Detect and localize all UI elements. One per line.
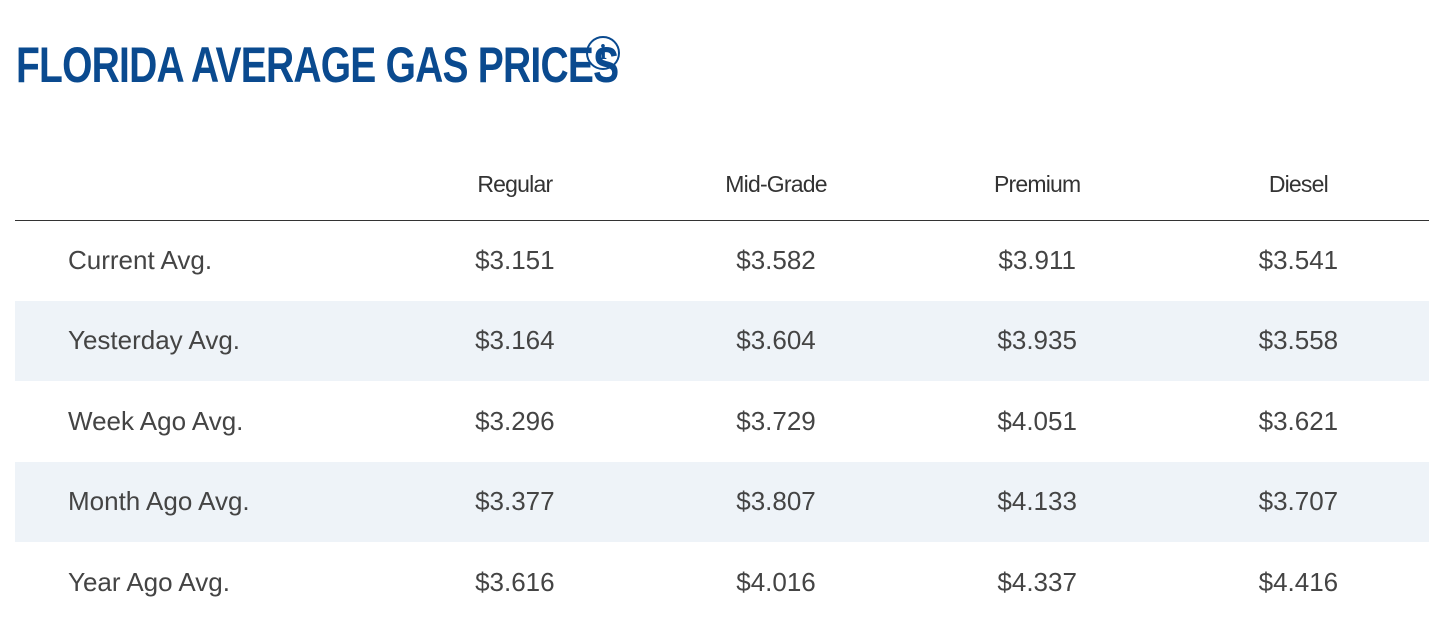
page-title: FLORIDA AVERAGE GAS PRICES xyxy=(16,37,619,93)
row-label: Month Ago Avg. xyxy=(15,461,385,542)
row-label: Year Ago Avg. xyxy=(68,566,230,597)
price-cell-diesel: $4.416 xyxy=(1258,566,1339,597)
price-cell-regular: $3.164 xyxy=(384,300,646,381)
price-cell-premium: $3.935 xyxy=(906,300,1168,381)
table-row: Yesterday Avg. $3.164 $3.604 $3.935 $3.5… xyxy=(15,300,1429,381)
header-row: Regular Mid-Grade Premium Diesel xyxy=(15,150,1429,221)
table-header: Regular Mid-Grade Premium Diesel xyxy=(15,150,1429,221)
price-cell-regular: $3.377 xyxy=(384,461,646,542)
table-body: Current Avg. $3.151 $3.582 $3.911 $3.541… xyxy=(15,220,1429,623)
price-cell-diesel: $3.558 xyxy=(1167,300,1429,381)
price-cell-regular: $3.151 xyxy=(475,245,555,275)
gas-prices-table: Regular Mid-Grade Premium Diesel Current… xyxy=(15,150,1429,623)
price-cell-mid-grade: $3.604 xyxy=(645,300,907,381)
price-cell-mid-grade: $3.807 xyxy=(645,461,907,542)
price-cell-diesel: $3.621 xyxy=(1258,405,1339,436)
table-row: Week Ago Avg. $3.296 $3.729 $4.051 $3.62… xyxy=(15,381,1429,462)
price-cell-premium: $4.337 xyxy=(997,566,1077,597)
price-cell-premium: $4.133 xyxy=(906,461,1168,542)
price-cell-mid-grade: $3.582 xyxy=(736,245,816,275)
page-header: FLORIDA AVERAGE GAS PRICES xyxy=(16,30,788,100)
price-cell-mid-grade: $4.016 xyxy=(736,566,816,597)
header-cell-diesel: Diesel xyxy=(1167,150,1429,221)
table-row: Year Ago Avg. $3.616 $4.016 $4.337 $4.41… xyxy=(15,542,1429,623)
price-cell-premium: $4.051 xyxy=(997,405,1077,436)
header-cell-regular: Regular xyxy=(384,150,646,221)
price-cell-premium: $3.911 xyxy=(998,245,1076,275)
price-cell-mid-grade: $3.729 xyxy=(736,405,816,436)
header-cell-premium: Premium xyxy=(906,150,1168,221)
table-row: Current Avg. $3.151 $3.582 $3.911 $3.541 xyxy=(15,220,1429,301)
row-label: Yesterday Avg. xyxy=(15,300,385,381)
price-cell-regular: $3.616 xyxy=(475,566,555,597)
table-row: Month Ago Avg. $3.377 $3.807 $4.133 $3.7… xyxy=(15,461,1429,542)
info-icon[interactable]: i xyxy=(586,36,620,70)
header-cell-label xyxy=(15,150,385,221)
price-cell-diesel: $3.707 xyxy=(1167,461,1429,542)
header-cell-mid-grade: Mid-Grade xyxy=(645,150,907,221)
row-label: Week Ago Avg. xyxy=(68,405,244,436)
price-cell-diesel: $3.541 xyxy=(1258,245,1339,275)
row-label: Current Avg. xyxy=(68,245,213,275)
price-cell-regular: $3.296 xyxy=(475,405,555,436)
